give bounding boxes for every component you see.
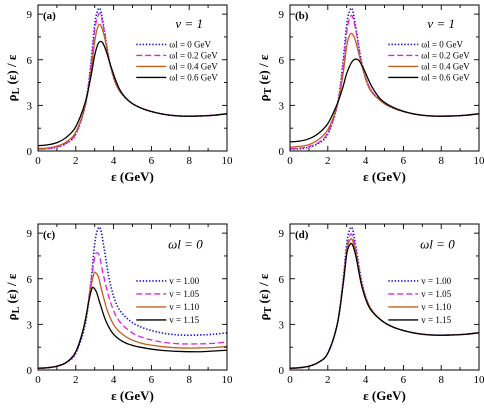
x-axis-label: ε (GeV) bbox=[363, 388, 406, 403]
series-line-2 bbox=[38, 12, 227, 150]
legend-entry-label: ωl = 0.6 GeV bbox=[421, 72, 470, 82]
legend-entry-label: v = 1.00 bbox=[169, 276, 199, 286]
y-axis-label: ρT (ε) / ε bbox=[256, 273, 274, 320]
legend-entry-label: v = 1.15 bbox=[421, 315, 451, 325]
legend-entry-label: ωl = 0 GeV bbox=[421, 39, 463, 49]
y-axis-label-rest: (ε) / ε bbox=[4, 273, 19, 307]
legend-entry-label: ωl = 0.4 GeV bbox=[169, 61, 218, 71]
y-tick-label: 0 bbox=[27, 146, 33, 158]
y-axis-label: ρL (ε) / ε bbox=[4, 54, 22, 101]
series-line-4 bbox=[290, 58, 479, 143]
series-group bbox=[38, 7, 227, 150]
x-tick-label: 10 bbox=[222, 155, 234, 167]
annotation-label: ωl = 0 bbox=[420, 236, 455, 251]
panel-label: (c) bbox=[43, 229, 56, 241]
y-tick-label: 9 bbox=[27, 228, 33, 240]
y-tick-label: 6 bbox=[27, 55, 33, 67]
y-tick-label: 6 bbox=[279, 55, 285, 67]
y-axis-label-symbol: ρ bbox=[256, 313, 271, 320]
series-line-4 bbox=[290, 242, 479, 369]
x-tick-label: 10 bbox=[474, 155, 484, 167]
y-tick-label: 6 bbox=[27, 274, 33, 286]
series-line-4 bbox=[38, 40, 227, 147]
y-axis-label: ρL (ε) / ε bbox=[4, 273, 22, 320]
x-tick-label: 6 bbox=[149, 155, 155, 167]
y-axis-label-rest: (ε) / ε bbox=[4, 54, 19, 88]
legend-entry-label: ωl = 0.2 GeV bbox=[169, 50, 218, 60]
legend-entry-label: ωl = 0.4 GeV bbox=[421, 61, 470, 71]
y-axis-label: ρT (ε) / ε bbox=[256, 54, 274, 101]
x-tick-label: 6 bbox=[401, 155, 407, 167]
y-axis-label-subscript: T bbox=[263, 87, 274, 94]
y-tick-label: 9 bbox=[279, 9, 285, 21]
x-tick-label: 0 bbox=[287, 374, 293, 386]
x-axis-label: ε (GeV) bbox=[111, 169, 154, 184]
series-group bbox=[38, 226, 227, 369]
y-tick-label: 3 bbox=[27, 319, 33, 331]
panel-4: 0 2 4 6 8 10 0 3 6 9 (d) ωl = 0 v = 1.00 v = 1.05 v = … bbox=[256, 223, 484, 403]
x-axis-label: ε (GeV) bbox=[363, 169, 406, 184]
x-tick-label: 0 bbox=[287, 155, 293, 167]
annotation-label: v = 1 bbox=[427, 16, 455, 31]
legend-entry-label: v = 1.00 bbox=[421, 276, 451, 286]
x-tick-label: 8 bbox=[438, 374, 444, 386]
y-tick-label: 0 bbox=[279, 146, 285, 158]
y-tick-label: 3 bbox=[279, 319, 285, 331]
y-tick-label: 9 bbox=[27, 9, 33, 21]
annotation-label: ωl = 0 bbox=[168, 236, 203, 251]
y-axis-label-symbol: ρ bbox=[4, 313, 19, 320]
x-tick-label: 0 bbox=[35, 155, 41, 167]
x-tick-label: 10 bbox=[474, 374, 484, 386]
legend-entry-label: v = 1.10 bbox=[421, 302, 451, 312]
legend-entry-label: v = 1.05 bbox=[169, 289, 199, 299]
y-tick-label: 3 bbox=[27, 100, 33, 112]
y-axis-label-subscript: L bbox=[11, 87, 22, 94]
legend-entry-label: ωl = 0.6 GeV bbox=[169, 72, 218, 82]
x-tick-label: 6 bbox=[149, 374, 155, 386]
x-tick-label: 4 bbox=[111, 155, 117, 167]
series-line-4 bbox=[38, 286, 227, 369]
y-axis-label-rest: (ε) / ε bbox=[256, 273, 271, 307]
x-tick-label: 2 bbox=[73, 374, 79, 386]
y-axis-label-symbol: ρ bbox=[4, 94, 19, 101]
y-axis-label-subscript: T bbox=[263, 306, 274, 313]
y-tick-label: 0 bbox=[27, 365, 33, 377]
legend-entry-label: ωl = 0 GeV bbox=[169, 39, 211, 49]
x-tick-label: 8 bbox=[438, 155, 444, 167]
legend-entry-label: v = 1.05 bbox=[421, 289, 451, 299]
series-group bbox=[290, 7, 479, 150]
x-tick-label: 2 bbox=[325, 155, 331, 167]
y-tick-label: 3 bbox=[279, 100, 285, 112]
x-tick-label: 10 bbox=[222, 374, 234, 386]
annotation-label: v = 1 bbox=[175, 16, 203, 31]
panel-label: (a) bbox=[43, 10, 56, 22]
y-tick-label: 0 bbox=[279, 365, 285, 377]
x-axis-label: ε (GeV) bbox=[111, 388, 154, 403]
legend-entry-label: ωl = 0.2 GeV bbox=[421, 50, 470, 60]
x-tick-label: 2 bbox=[73, 155, 79, 167]
y-tick-label: 6 bbox=[279, 274, 285, 286]
x-tick-label: 8 bbox=[186, 374, 192, 386]
legend-entry-label: v = 1.15 bbox=[169, 315, 199, 325]
y-axis-label-subscript: L bbox=[11, 306, 22, 313]
series-group bbox=[290, 226, 479, 369]
x-tick-label: 4 bbox=[363, 155, 369, 167]
x-tick-label: 8 bbox=[186, 155, 192, 167]
x-tick-label: 4 bbox=[363, 374, 369, 386]
panel-3: 0 2 4 6 8 10 0 3 6 9 (c) ωl = 0 v = 1.00 v = 1.05 v = … bbox=[4, 223, 234, 403]
x-tick-label: 0 bbox=[35, 374, 41, 386]
x-tick-label: 2 bbox=[325, 374, 331, 386]
x-tick-label: 6 bbox=[401, 374, 407, 386]
panel-label: (d) bbox=[295, 229, 309, 241]
legend-entry-label: v = 1.10 bbox=[169, 302, 199, 312]
y-axis-label-symbol: ρ bbox=[256, 94, 271, 101]
y-tick-label: 9 bbox=[279, 228, 285, 240]
x-tick-label: 4 bbox=[111, 374, 117, 386]
panel-label: (b) bbox=[295, 10, 309, 22]
y-axis-label-rest: (ε) / ε bbox=[256, 54, 271, 88]
